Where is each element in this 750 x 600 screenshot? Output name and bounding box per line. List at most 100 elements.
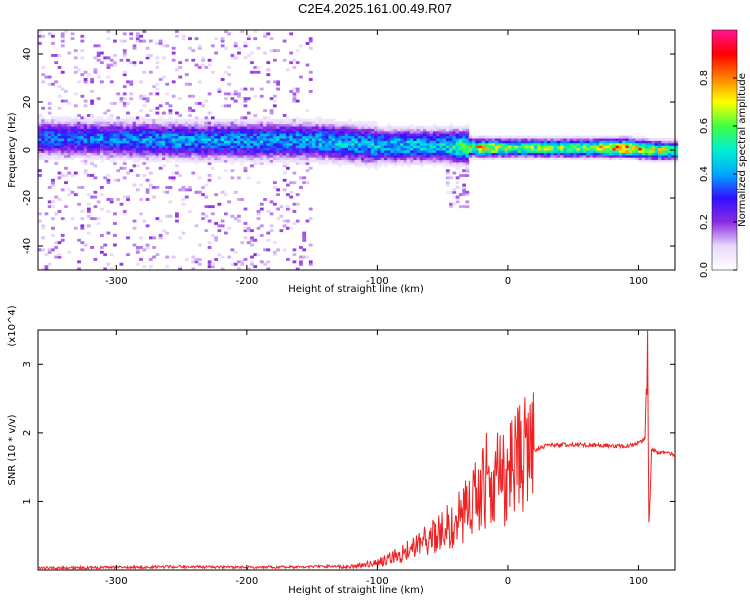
spectrogram-cell (543, 145, 548, 149)
spectrogram-cell (38, 133, 42, 137)
spectrogram-cell (266, 61, 271, 65)
spectrogram-cell (132, 159, 137, 163)
spectrogram-cell (47, 250, 52, 254)
spectrogram-cell (77, 128, 81, 132)
spectrogram-cell (589, 145, 594, 149)
spectrogram-cell (41, 140, 46, 144)
spectrogram-cell (83, 123, 88, 127)
spectrogram-cell (259, 145, 264, 149)
spectrogram-cell (419, 126, 424, 129)
spectrogram-cell (321, 123, 326, 127)
spectrogram-cell (266, 116, 271, 120)
spectrogram-cell (442, 150, 447, 153)
spectrogram-cell (312, 123, 316, 127)
spectrogram-cell (406, 150, 411, 153)
spectrogram-cell (77, 142, 81, 146)
spectrogram-cell (325, 133, 329, 137)
spectrogram-cell (658, 142, 662, 146)
spectrogram-cell (374, 166, 378, 170)
spectrogram-cell (269, 109, 274, 113)
spectrogram-cell (139, 152, 143, 156)
spectrogram-cell (207, 154, 212, 158)
spectrogram-cell (410, 123, 414, 127)
spectrogram-cell (266, 154, 271, 158)
spectrogram-cell (250, 51, 254, 55)
spectrogram-cell (664, 157, 669, 161)
spectrogram-cell (269, 157, 274, 161)
spectrogram-cell (429, 150, 434, 153)
spectrogram-cell (318, 128, 323, 132)
spectrogram-cell (214, 140, 218, 144)
spectrogram-cell (224, 128, 228, 132)
spectrogram-cell (400, 145, 404, 149)
spectrogram-cell (191, 255, 196, 259)
spectrogram-cell (148, 145, 153, 149)
spectrogram-cell (419, 128, 424, 132)
spectrogram-cell (57, 85, 62, 89)
spectrogram-cell (638, 152, 643, 156)
spectrogram-cell (410, 133, 414, 137)
spectrogram-cell (501, 145, 506, 149)
spectrogram-cell (299, 118, 303, 122)
spectrogram-cell (191, 128, 196, 132)
spectrogram-cell (233, 92, 238, 96)
spectrogram-cell (181, 138, 186, 141)
spectrogram-cell (230, 248, 235, 252)
spectrogram-cell (70, 123, 75, 127)
spectrogram-cell (54, 135, 59, 139)
spectrogram-cell (129, 121, 134, 125)
spectrogram-cell (638, 140, 643, 144)
spectrogram-cell (357, 145, 362, 149)
spectrogram-cell (344, 150, 349, 153)
spectrogram-cell (419, 133, 424, 137)
spectrogram-cell (292, 99, 297, 103)
spectrogram-cell (455, 157, 460, 161)
spectrogram-cell (70, 142, 75, 146)
spectrogram-cell (279, 159, 284, 163)
spectrogram-cell (667, 157, 672, 161)
spectrogram-cell (54, 61, 59, 65)
spectrogram-cell (184, 140, 189, 144)
spectrogram-cell (563, 138, 568, 141)
spectrogram-cell (279, 145, 284, 149)
spectrogram-cell (165, 150, 170, 153)
spectrogram-cell (201, 152, 205, 156)
spectrogram-cell (602, 150, 607, 153)
spectrogram-cell (220, 130, 225, 134)
spectrogram-cell (553, 150, 558, 153)
spectrogram-cell (269, 229, 274, 233)
spectrogram-cell (357, 152, 362, 156)
spectrogram-cell (47, 111, 52, 115)
spectrogram-cell (485, 154, 489, 158)
spectrogram-cell (129, 169, 134, 173)
spectrogram-cell (64, 205, 68, 209)
spectrogram-cell (139, 183, 143, 187)
spectrogram-cell (41, 123, 46, 127)
spectrogram-cell (253, 238, 258, 242)
spectrogram-cell (315, 130, 320, 134)
spectrogram-cell (674, 138, 679, 141)
spectrogram-cell (276, 248, 280, 252)
spectrogram-cell (224, 231, 228, 235)
spectrogram-cell (299, 142, 303, 146)
spectrogram-cell (106, 130, 111, 134)
spectrogram-cell (272, 250, 277, 254)
spectrogram-cell (638, 142, 643, 146)
spectrogram-cell (272, 80, 277, 84)
spectrogram-cell (70, 133, 75, 137)
spectrogram-cell (96, 145, 101, 149)
spectrogram-cell (625, 154, 630, 158)
spectrogram-cell (171, 255, 176, 259)
spectrogram-cell (612, 147, 617, 151)
spectrogram-cell (272, 123, 277, 127)
spectrogram-cell (41, 267, 46, 271)
spectrogram-cell (312, 118, 316, 122)
spectrogram-cell (162, 147, 166, 151)
spectrogram-cell (145, 123, 150, 127)
spectrogram-cell (122, 51, 127, 55)
spectrogram-cell (501, 157, 506, 161)
spectrogram-cell (86, 138, 91, 141)
spectrogram-cell (57, 135, 62, 139)
spectrogram-cell (282, 133, 287, 137)
spectrogram-cell (266, 140, 271, 144)
